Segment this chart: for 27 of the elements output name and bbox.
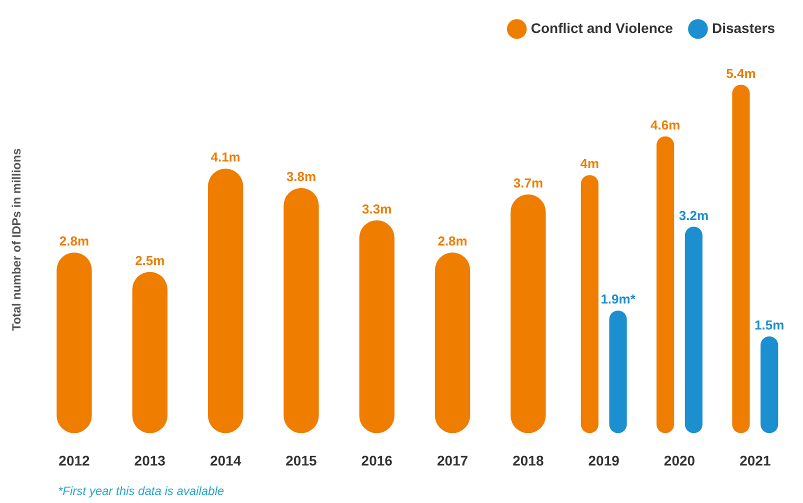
- data-label: 4.1m: [210, 150, 240, 165]
- x-tick-label: 2013: [134, 452, 166, 468]
- data-label: 5.4m: [726, 66, 756, 81]
- text: *First year this data is available: [58, 484, 224, 498]
- legend-label: Disasters: [712, 20, 776, 36]
- data-label: 3.7m: [513, 176, 544, 191]
- x-tick-label: 2020: [664, 452, 696, 468]
- data-label: 1.5m: [754, 317, 784, 332]
- data-label: 2.8m: [59, 234, 90, 249]
- data-label: 2.5m: [135, 252, 165, 268]
- x-tick-label: 2021: [740, 452, 771, 468]
- data-label: 2.8m: [438, 234, 468, 249]
- x-tick-label: 2018: [512, 452, 544, 468]
- x-tick-label: 2017: [436, 452, 468, 468]
- y-axis-title: Total number of IDPs in millions: [10, 148, 24, 331]
- data-label: 3.2m: [678, 208, 709, 223]
- x-tick-label: 2016: [361, 452, 393, 468]
- x-tick-label: 2019: [588, 452, 620, 468]
- legend-label: Conflict and Violence: [530, 20, 674, 36]
- data-label: 3.8m: [286, 169, 316, 184]
- data-label: 4.6m: [650, 117, 680, 132]
- x-tick-label: 2014: [210, 452, 242, 468]
- data-label: 1.9m*: [600, 292, 636, 307]
- x-tick-label: 2015: [286, 452, 317, 468]
- data-label: 3.3m: [362, 201, 392, 216]
- data-label: 4m: [580, 156, 600, 172]
- x-tick-label: 2012: [58, 452, 90, 468]
